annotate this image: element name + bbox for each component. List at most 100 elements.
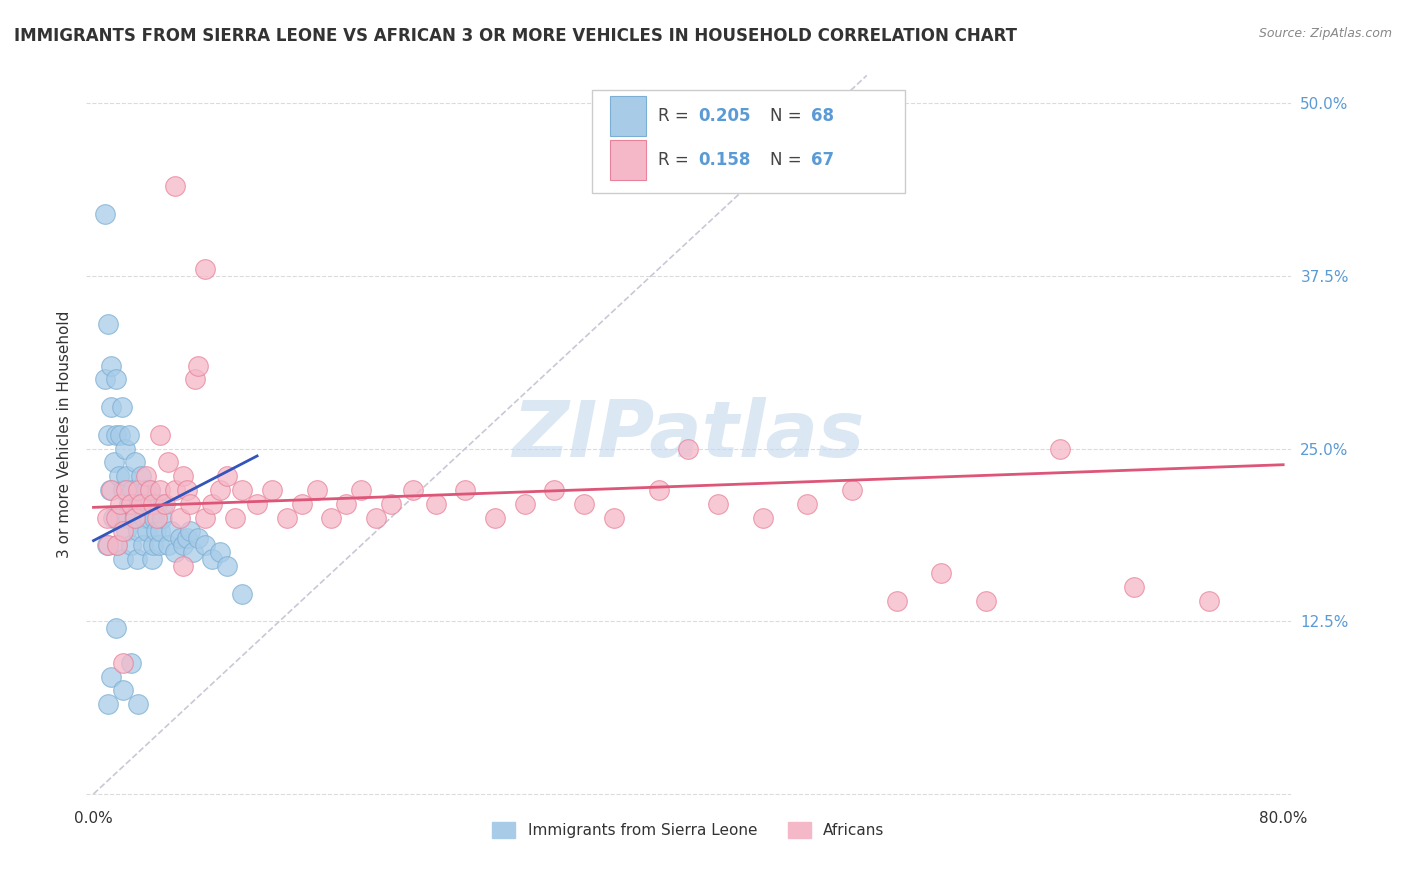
Point: [796, 497, 818, 511]
Point: [929, 566, 952, 580]
Point: [139, 483, 162, 497]
Point: [335, 497, 357, 511]
Point: [425, 497, 447, 511]
Point: [111, 400, 134, 414]
Point: [208, 483, 231, 497]
Point: [1198, 593, 1220, 607]
Point: [121, 483, 143, 497]
Point: [118, 427, 141, 442]
Point: [101, 510, 124, 524]
Point: [105, 538, 128, 552]
Point: [172, 469, 194, 483]
Y-axis label: 3 or more Vehicles in Household: 3 or more Vehicles in Household: [58, 311, 72, 558]
Point: [217, 469, 239, 483]
Text: Source: ZipAtlas.com: Source: ZipAtlas.com: [1258, 27, 1392, 40]
Point: [150, 510, 173, 524]
Point: [201, 552, 224, 566]
Point: [291, 497, 314, 511]
Point: [124, 455, 146, 469]
Point: [100, 483, 122, 497]
Point: [152, 497, 174, 511]
Point: [112, 683, 135, 698]
Point: [172, 538, 194, 552]
Point: [231, 483, 253, 497]
Point: [187, 532, 209, 546]
Point: [169, 510, 191, 524]
Point: [153, 497, 176, 511]
Bar: [610, 140, 647, 180]
Point: [97, 697, 120, 711]
Point: [128, 497, 150, 511]
Point: [118, 497, 141, 511]
Point: [117, 510, 139, 524]
Point: [246, 497, 269, 511]
Text: N =: N =: [770, 151, 807, 169]
Text: N =: N =: [770, 107, 807, 125]
Point: [112, 524, 135, 539]
Point: [165, 483, 187, 497]
Point: [112, 656, 135, 670]
Point: [96, 510, 118, 524]
Point: [165, 178, 187, 193]
Point: [156, 538, 179, 552]
Point: [149, 524, 172, 539]
Point: [1123, 580, 1146, 594]
Point: [156, 455, 179, 469]
Point: [146, 497, 169, 511]
Point: [148, 538, 170, 552]
Point: [98, 483, 121, 497]
Text: 0.205: 0.205: [697, 107, 751, 125]
Point: [110, 510, 132, 524]
Point: [751, 510, 773, 524]
Point: [647, 483, 669, 497]
Point: [107, 469, 129, 483]
Point: [135, 483, 157, 497]
Point: [120, 497, 142, 511]
Point: [201, 497, 224, 511]
Point: [886, 593, 908, 607]
Legend: Immigrants from Sierra Leone, Africans: Immigrants from Sierra Leone, Africans: [486, 816, 890, 845]
Point: [114, 442, 136, 456]
Point: [100, 400, 122, 414]
Point: [132, 510, 155, 524]
Point: [105, 538, 128, 552]
Point: [143, 510, 166, 524]
Point: [179, 497, 201, 511]
Point: [135, 469, 157, 483]
Point: [603, 510, 626, 524]
Bar: [610, 96, 647, 136]
Point: [97, 538, 120, 552]
Point: [120, 656, 142, 670]
Point: [402, 483, 425, 497]
Text: R =: R =: [658, 151, 695, 169]
Point: [160, 524, 183, 539]
Point: [97, 317, 120, 331]
Point: [707, 497, 730, 511]
Point: [94, 372, 117, 386]
Point: [380, 497, 402, 511]
Point: [124, 510, 146, 524]
Point: [94, 206, 117, 220]
Point: [115, 483, 138, 497]
Text: 0.158: 0.158: [697, 151, 751, 169]
Point: [841, 483, 863, 497]
Point: [129, 497, 152, 511]
Point: [122, 510, 145, 524]
Point: [169, 532, 191, 546]
Point: [139, 483, 162, 497]
Point: [513, 497, 536, 511]
Point: [194, 538, 217, 552]
Point: [231, 586, 253, 600]
Point: [97, 427, 120, 442]
Text: 68: 68: [811, 107, 834, 125]
Point: [110, 427, 132, 442]
Point: [104, 510, 127, 524]
Point: [142, 538, 165, 552]
Point: [149, 427, 172, 442]
Point: [110, 497, 132, 511]
Point: [181, 545, 204, 559]
Point: [260, 483, 283, 497]
Point: [974, 593, 997, 607]
Point: [127, 483, 149, 497]
Point: [179, 524, 201, 539]
